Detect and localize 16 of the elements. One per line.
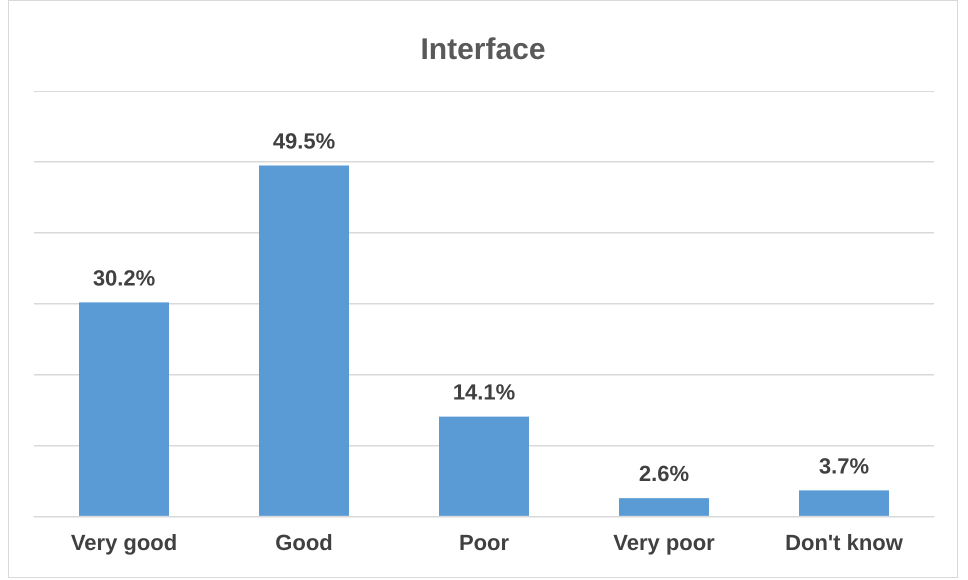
x-tick-label: Very poor	[613, 530, 716, 555]
bar	[259, 165, 349, 516]
bar	[799, 490, 889, 516]
chart-title: Interface	[419, 33, 547, 67]
data-label: 2.6%	[638, 461, 690, 486]
x-tick-label: Poor	[458, 530, 510, 555]
x-tick-label: Don't know	[785, 530, 904, 555]
data-label: 3.7%	[818, 453, 870, 478]
bar	[79, 302, 169, 516]
data-label: 30.2%	[92, 265, 156, 290]
data-label: 14.1%	[452, 380, 516, 405]
x-tick-label: Very good	[70, 530, 178, 555]
bar	[439, 416, 529, 516]
x-tick-label: Good	[275, 530, 333, 555]
bar	[619, 498, 709, 516]
data-label: 49.5%	[272, 128, 336, 154]
